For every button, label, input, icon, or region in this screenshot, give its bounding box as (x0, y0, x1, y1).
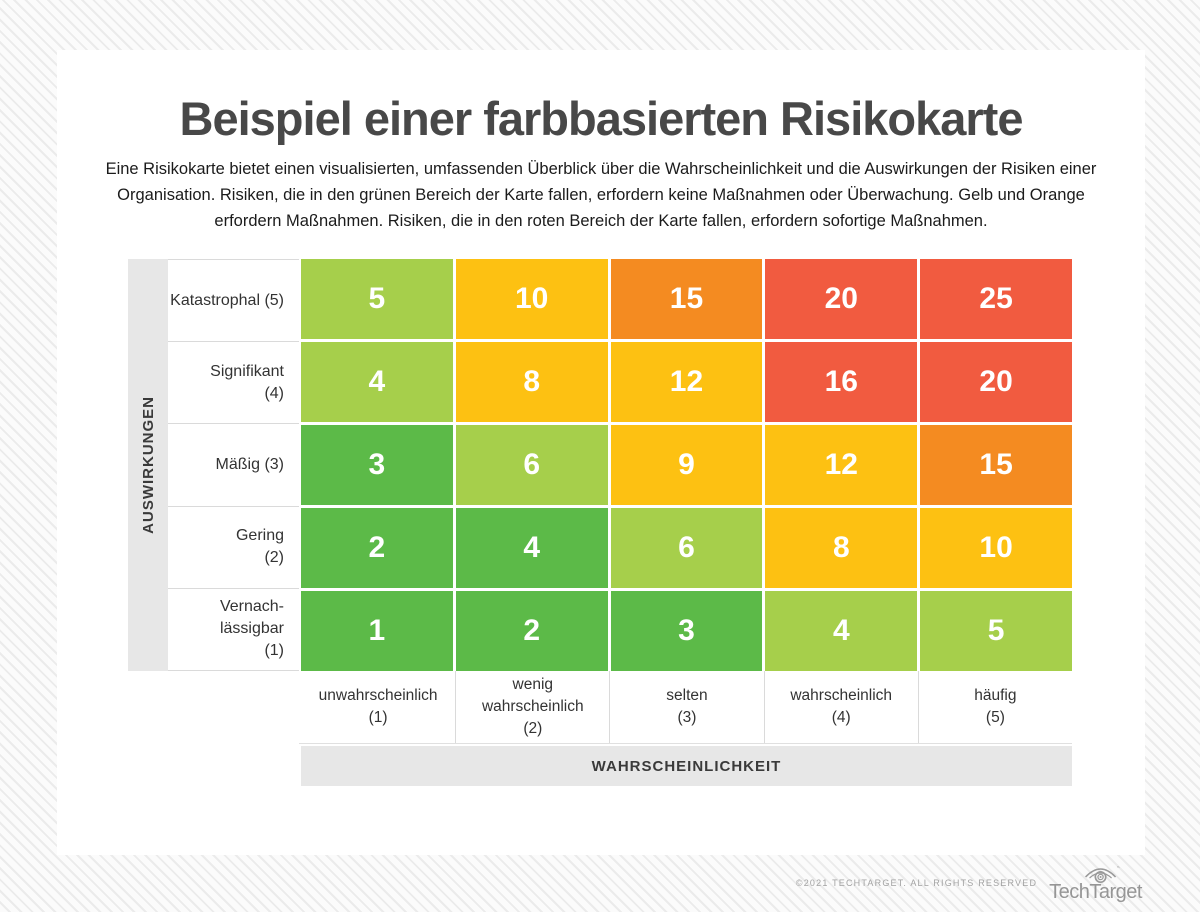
infographic-card: Beispiel einer farbbasierten Risikokarte… (57, 50, 1145, 855)
matrix-cell: 3 (610, 591, 763, 671)
row-labels: Katastrophal (5) Signifikant (4) Mäßig (3)… (168, 259, 299, 671)
matrix-cell: 2 (301, 508, 453, 588)
x-axis-bar: WAHRSCHEINLICHKEIT (301, 746, 1072, 786)
svg-text:™: ™ (1116, 865, 1119, 870)
matrix-cell: 10 (920, 508, 1072, 588)
techtarget-logo: ™ TechTarget (1049, 865, 1142, 904)
matrix-cell: 1 (301, 591, 453, 671)
footer: ©2021 TECHTARGET. ALL RIGHTS RESERVED ™ … (795, 865, 1143, 904)
eye-icon: ™ (1084, 865, 1119, 883)
row-label: Gering (2) (168, 507, 299, 589)
matrix-cell: 6 (610, 508, 763, 588)
matrix-cell: 3 (301, 425, 453, 505)
matrix-cell: 2 (455, 591, 608, 671)
matrix-cell: 5 (920, 591, 1072, 671)
risk-matrix: AUSWIRKUNGEN Katastrophal (5) Signifikant… (128, 259, 1072, 786)
col-label: wenig wahrscheinlich (2) (455, 671, 609, 743)
matrix-cell: 15 (610, 259, 763, 339)
matrix-cell: 6 (455, 425, 608, 505)
matrix-cells: 5 10 15 20 25 4 8 12 16 20 3 6 9 12 15 2 4 6 8 10 1 2 3 4 5 (299, 259, 1072, 671)
matrix-cell: 20 (920, 342, 1072, 422)
y-axis-label: AUSWIRKUNGEN (139, 396, 157, 534)
brand-wordmark: TechTarget (1049, 881, 1142, 903)
matrix-cell: 20 (765, 259, 918, 339)
matrix-cell: 12 (610, 342, 763, 422)
matrix-cell: 4 (765, 591, 918, 671)
matrix-cell: 16 (765, 342, 918, 422)
row-label: Mäßig (3) (168, 424, 299, 507)
matrix-cell: 12 (765, 425, 918, 505)
matrix-cell: 9 (610, 425, 763, 505)
matrix-cell: 8 (455, 342, 608, 422)
col-label: selten (3) (609, 671, 763, 743)
row-label: Signifikant (4) (168, 342, 299, 425)
row-label: Vernach- lässigbar (1) (168, 589, 299, 671)
description-text: Eine Risikokarte bietet einen visualisie… (105, 160, 1097, 230)
col-label: wahrscheinlich (4) (763, 671, 918, 743)
matrix-cell: 10 (455, 259, 608, 339)
row-label: Katastrophal (5) (168, 260, 299, 343)
matrix-cell: 8 (765, 508, 918, 588)
y-axis-bar: AUSWIRKUNGEN (128, 259, 168, 671)
col-label: häufig (5) (917, 671, 1072, 743)
matrix-cell: 15 (920, 425, 1072, 505)
page-title: Beispiel einer farbbasierten Risikokarte (179, 92, 1024, 145)
col-labels: unwahrscheinlich (1) wenig wahrscheinlich… (299, 671, 1072, 744)
col-label: unwahrscheinlich (1) (318, 687, 438, 726)
matrix-cell: 4 (301, 342, 453, 422)
matrix-cell: 4 (455, 508, 608, 588)
matrix-cell: 5 (301, 259, 453, 339)
copyright-text: ©2021 TECHTARGET. ALL RIGHTS RESERVED (795, 878, 1038, 888)
matrix-cell: 25 (920, 259, 1072, 339)
